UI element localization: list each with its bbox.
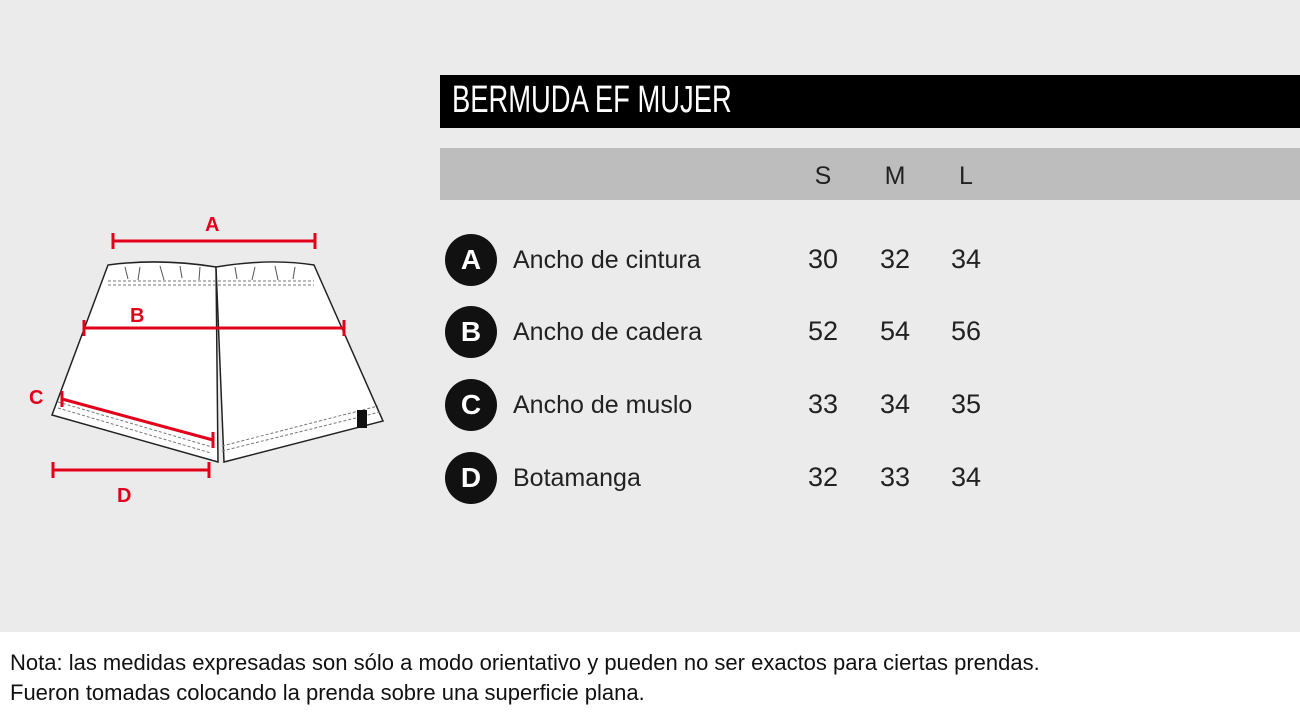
letter-badge: A bbox=[445, 234, 497, 286]
value-m: 34 bbox=[879, 389, 911, 419]
value-m: 32 bbox=[879, 244, 911, 274]
page-title: BERMUDA EF MUJER bbox=[452, 79, 732, 121]
brand-tag-icon bbox=[357, 410, 367, 428]
value-s: 52 bbox=[807, 316, 839, 346]
measure-c-line bbox=[60, 391, 215, 448]
size-header: S M L bbox=[440, 148, 1300, 200]
diagram-label-a: A bbox=[205, 214, 219, 236]
diagram-label-b: B bbox=[130, 305, 144, 327]
letter-badge: B bbox=[445, 306, 497, 358]
measure-d-line bbox=[51, 462, 211, 478]
table-row: C Ancho de muslo 33 34 35 bbox=[445, 379, 1045, 431]
value-s: 30 bbox=[807, 244, 839, 274]
note-line-1: Nota: las medidas expresadas son sólo a … bbox=[10, 650, 1040, 675]
table-row: A Ancho de cintura 30 32 34 bbox=[445, 234, 1045, 286]
value-m: 33 bbox=[879, 462, 911, 492]
note-line-2: Fueron tomadas colocando la prenda sobre… bbox=[10, 680, 645, 705]
size-s: S bbox=[814, 162, 832, 190]
measure-b-line bbox=[82, 320, 346, 336]
value-l: 56 bbox=[950, 316, 982, 346]
table-row: B Ancho de cadera 52 54 56 bbox=[445, 306, 1045, 358]
row-label: Ancho de cintura bbox=[513, 246, 701, 274]
value-s: 33 bbox=[807, 389, 839, 419]
row-label: Ancho de cadera bbox=[513, 318, 703, 346]
value-l: 34 bbox=[950, 462, 982, 492]
row-label: Botamanga bbox=[513, 464, 641, 492]
shorts-right-leg bbox=[215, 261, 385, 463]
table-row: D Botamanga 32 33 34 bbox=[445, 452, 1045, 504]
letter-badge: C bbox=[445, 379, 497, 431]
diagram-label-d: D bbox=[117, 485, 131, 507]
value-l: 34 bbox=[950, 244, 982, 274]
size-chart-panel: A B C D BERMUDA EF MUJER S M L A Ancho d… bbox=[0, 0, 1300, 632]
title-bar: BERMUDA EF MUJER bbox=[440, 75, 1300, 128]
letter-badge: D bbox=[445, 452, 497, 504]
shorts-diagram: A B C D bbox=[29, 214, 385, 507]
size-l: L bbox=[959, 162, 973, 190]
size-m: M bbox=[884, 162, 906, 190]
row-label: Ancho de muslo bbox=[513, 391, 693, 419]
value-m: 54 bbox=[879, 316, 911, 346]
measure-a-line bbox=[111, 233, 317, 249]
value-l: 35 bbox=[950, 389, 982, 419]
value-s: 32 bbox=[807, 462, 839, 492]
shorts-left-leg bbox=[51, 261, 219, 463]
diagram-label-c: C bbox=[29, 387, 43, 409]
